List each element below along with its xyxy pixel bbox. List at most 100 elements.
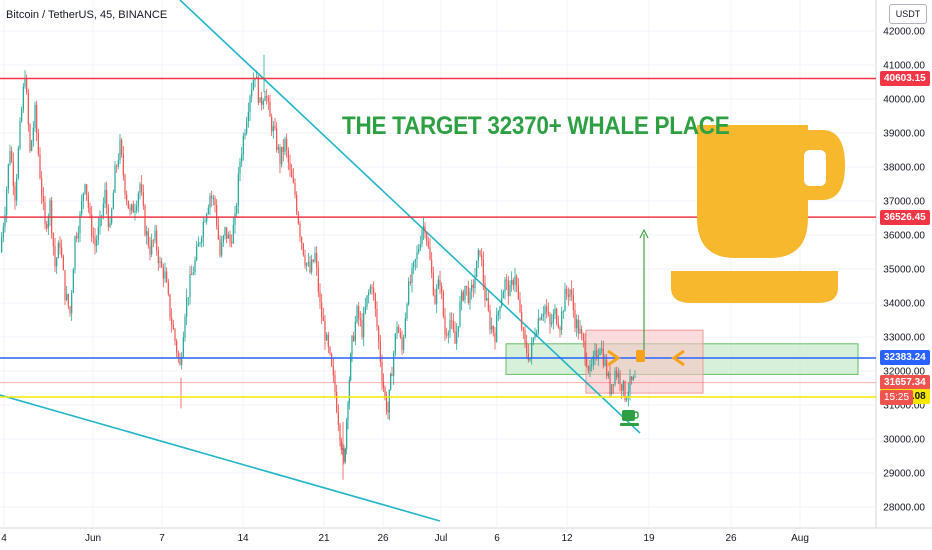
- candle-body: [486, 298, 488, 301]
- candle-body: [36, 104, 38, 134]
- candle-body: [599, 350, 601, 355]
- candle-body: [176, 341, 178, 353]
- candle-body: [574, 310, 576, 329]
- candle-body: [241, 154, 243, 162]
- candle-body: [207, 207, 209, 214]
- candle-body: [384, 387, 386, 397]
- candle-body: [199, 242, 201, 244]
- candle-body: [385, 396, 388, 411]
- candle-body: [252, 80, 254, 90]
- candle-body: [314, 253, 316, 262]
- candle-body: [142, 192, 144, 206]
- candle-body: [96, 239, 98, 246]
- candle-body: [39, 154, 41, 179]
- candle-body: [418, 248, 420, 253]
- candle-body: [442, 291, 444, 317]
- candle-body: [487, 298, 489, 311]
- candle-body: [121, 139, 123, 155]
- candle-body: [46, 223, 48, 229]
- candle-body: [119, 139, 121, 161]
- candle-body: [366, 295, 368, 307]
- candle-body: [414, 259, 416, 262]
- candle-body: [479, 250, 481, 256]
- candle-body: [617, 373, 619, 378]
- candle-body: [491, 325, 493, 330]
- candle-body: [408, 281, 410, 305]
- candle-body: [371, 287, 373, 289]
- candle-body: [606, 359, 608, 377]
- candle-body: [350, 354, 352, 381]
- y-tick-label: 36000.00: [883, 231, 925, 242]
- candle-body: [396, 326, 398, 334]
- candle-body: [446, 334, 448, 336]
- currency-unit-button[interactable]: USDT: [889, 4, 927, 24]
- lower-trendline: [0, 394, 441, 522]
- candle-body: [602, 348, 604, 366]
- candle-body: [581, 328, 583, 335]
- candle-body: [282, 146, 284, 153]
- candle-body: [621, 384, 623, 391]
- candle-body: [211, 195, 213, 199]
- candle-body: [421, 230, 423, 245]
- candle-body: [388, 389, 390, 413]
- price-level-tag: 36526.45: [880, 209, 930, 225]
- candle-body: [517, 284, 519, 300]
- candle-body: [464, 285, 466, 301]
- candle-body: [474, 277, 476, 288]
- candle-body: [109, 223, 111, 227]
- candle-body: [189, 274, 191, 298]
- candle-body: [92, 235, 94, 238]
- price-level-tag: 31657.34: [880, 375, 930, 391]
- candle-body: [234, 213, 236, 225]
- candle-body: [81, 200, 83, 214]
- candle-body: [276, 128, 278, 150]
- candle-body: [601, 348, 603, 351]
- candle-body: [292, 177, 294, 183]
- time-axis[interactable]: 4 Jun 7 14 21 26 Jul 6 12 19 26 Aug: [1, 533, 809, 544]
- coffee-mug-icon: [671, 125, 845, 303]
- candle-body: [201, 238, 203, 243]
- candle-body: [401, 336, 403, 350]
- candle-body: [526, 342, 528, 353]
- candle-body: [609, 372, 611, 394]
- candle-body: [12, 161, 14, 186]
- candle-body: [159, 261, 161, 263]
- price-axis[interactable]: 28000.00 29000.00 30000.00 31000.00 32000.00…: [883, 27, 925, 514]
- candle-body: [209, 195, 211, 208]
- y-tick-label: 30000.00: [883, 435, 925, 446]
- candle-body: [79, 213, 81, 234]
- candle-body: [634, 376, 636, 378]
- candle-body: [566, 288, 568, 295]
- cup-handle: [633, 411, 639, 419]
- candle-body: [527, 352, 529, 361]
- candle-body: [427, 241, 429, 248]
- candle-body: [611, 384, 613, 394]
- candle-body: [16, 177, 18, 201]
- candle-body: [137, 193, 139, 206]
- candle-body: [521, 311, 523, 329]
- candle-body: [404, 318, 406, 337]
- candle-body: [522, 328, 524, 331]
- candle-body: [381, 362, 383, 382]
- candle-body: [619, 373, 621, 385]
- candle-body: [232, 224, 234, 244]
- candle-body: [1, 237, 3, 252]
- candle-body: [591, 364, 593, 367]
- candle-body: [27, 92, 29, 125]
- candle-body: [156, 230, 158, 251]
- target-arrow-head: [639, 228, 649, 239]
- candle-body: [196, 246, 198, 260]
- candle-body: [322, 317, 324, 322]
- candle-body: [604, 359, 606, 366]
- candle-body: [629, 376, 631, 392]
- right-arrow-icon: [607, 349, 621, 367]
- candle-body: [403, 336, 405, 350]
- candle-body: [569, 289, 571, 297]
- candle-body: [182, 337, 184, 357]
- candle-body: [297, 212, 299, 224]
- candle-body: [131, 204, 133, 211]
- candle-body: [512, 279, 514, 286]
- candle-body: [192, 272, 194, 275]
- candle-body: [202, 221, 204, 239]
